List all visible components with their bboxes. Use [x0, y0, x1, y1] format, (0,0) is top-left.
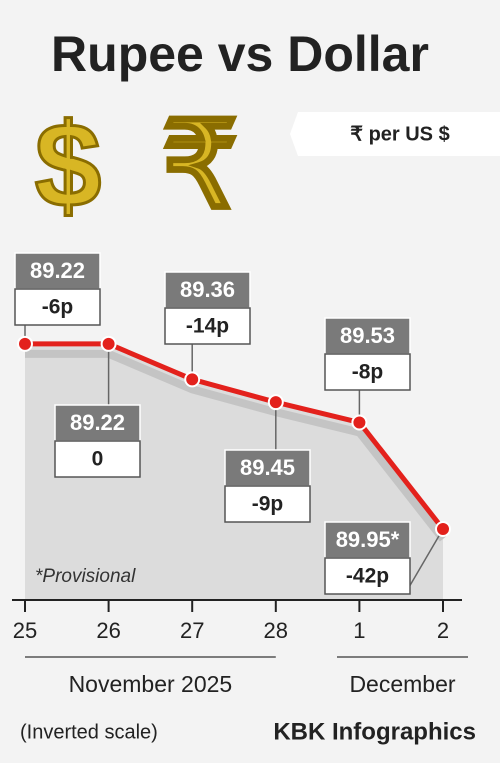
value-box	[324, 521, 411, 559]
rupee-symbol: ₹	[162, 99, 238, 233]
point	[435, 520, 451, 537]
x-tick-label: 25	[13, 618, 37, 643]
change-label: -8p	[352, 361, 384, 384]
credit: KBK Infographics	[273, 718, 476, 745]
point	[100, 335, 117, 352]
value-label: 89.53	[340, 323, 395, 348]
value-label: 89.36	[180, 277, 235, 302]
unit-label: ₹ per US $	[350, 123, 449, 145]
note: *Provisional	[35, 566, 136, 587]
change-box	[54, 440, 141, 478]
value-box	[224, 449, 311, 487]
dollar-symbol: $	[35, 99, 102, 233]
unit-box	[290, 112, 500, 156]
line-shadow	[25, 349, 447, 542]
point	[17, 335, 33, 352]
value-box	[14, 252, 101, 290]
value-label: 89.95*	[336, 527, 400, 552]
scale-note: (Inverted scale)	[20, 721, 158, 743]
change-label: -42p	[346, 565, 389, 588]
x-tick-label: 28	[264, 618, 288, 643]
point	[184, 371, 201, 388]
value-label: 89.22	[70, 410, 125, 435]
chart-title: Rupee vs Dollar	[51, 26, 429, 82]
x-tick-label: 27	[180, 618, 204, 643]
point	[351, 414, 368, 431]
change-label: -14p	[186, 315, 229, 338]
change-label: -9p	[252, 493, 284, 516]
x-tick-label: 1	[353, 618, 365, 643]
x-tick-label: 2	[437, 618, 449, 643]
change-label: -6p	[42, 296, 74, 319]
group-label: November 2025	[69, 671, 233, 697]
line	[25, 341, 445, 531]
change-box	[324, 353, 411, 391]
value-label: 89.45	[240, 455, 295, 480]
change-box	[14, 288, 101, 326]
x-tick-label: 26	[96, 618, 120, 643]
value-box	[54, 404, 141, 442]
value-box	[164, 271, 251, 309]
group-label: December	[349, 671, 455, 697]
change-box	[224, 485, 311, 523]
value-label: 89.22	[30, 258, 85, 283]
change-box	[164, 307, 251, 345]
change-box	[324, 557, 411, 595]
point	[267, 394, 284, 411]
change-label: 0	[92, 448, 104, 471]
leader-line	[404, 528, 444, 595]
